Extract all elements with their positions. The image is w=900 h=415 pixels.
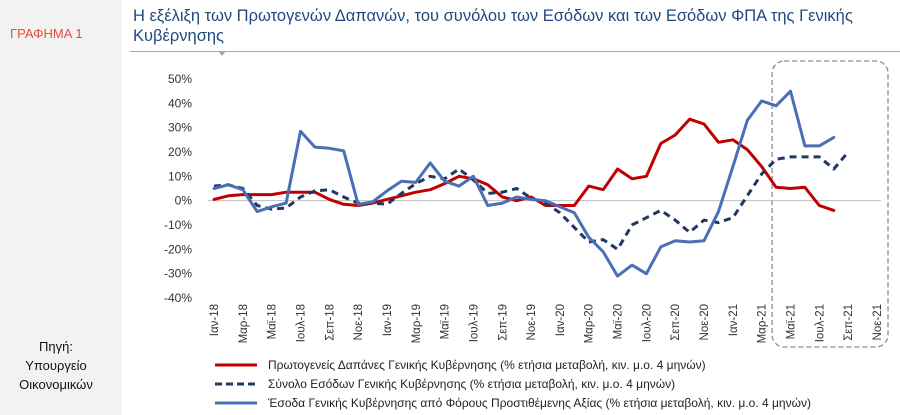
side-panel: ΓΡΑΦΗΜΑ 1 Πηγή: Υπουργείο Οικονομικών [0,0,122,415]
x-tick-label: Ιαν-19 [382,304,394,336]
legend-swatch-vat-revenue [215,401,257,404]
legend-swatch-total-revenue [215,382,257,385]
source-note: Πηγή: Υπουργείο Οικονομικών [0,337,112,394]
source-line: Οικονομικών [19,377,93,392]
legend-item: Πρωτογενείς Δαπάνες Γενικής Κυβέρνησης (… [215,355,895,374]
y-tick-label: 30% [168,121,192,135]
y-tick-label: -10% [164,218,192,232]
x-tick-label: Μαρ-20 [584,304,596,343]
x-tick-label: Νοε-21 [872,304,884,340]
source-line: Πηγή: [39,339,73,354]
x-tick-label: Ιουλ-20 [641,304,653,342]
legend-label: Έσοδα Γενικής Κυβέρνησης από Φόρους Προσ… [268,395,811,410]
x-tick-label: Ιαν-21 [728,304,740,336]
legend-item: Σύνολο Εσόδων Γενικής Κυβέρνησης (% ετήσ… [215,374,895,393]
x-tick-label: Ιαν-18 [209,304,221,336]
x-tick-label: Ιουλ-21 [814,304,826,342]
series-line-vat-revenue [212,89,836,278]
x-tick-label: Ιουλ-18 [295,304,307,342]
x-tick-label: Ιαν-20 [555,304,567,336]
x-tick-label: Σεπ-18 [324,304,336,341]
y-tick-label: 20% [168,145,192,159]
x-tick-label: Μαρ-21 [757,304,769,343]
y-tick-label: 10% [168,169,192,183]
chart-title: Η εξέλιξη των Πρωτογενών Δαπανών, του συ… [133,7,853,45]
x-tick-label: Μαρ-18 [238,304,250,343]
x-tick-label: Σεπ-21 [843,304,855,341]
x-tick-label: Μαϊ-19 [440,304,452,339]
x-tick-label: Ιουλ-19 [468,304,480,342]
x-tick-label: Σεπ-20 [670,304,682,341]
x-tick-label: Μαϊ-21 [786,304,798,339]
x-tick-label: Μαρ-19 [411,304,423,343]
x-tick-label: Νοε-18 [353,304,365,340]
y-tick-label: -20% [164,242,192,256]
y-tick-label: 40% [168,96,192,110]
y-tick-label: 50% [168,72,192,86]
title-divider [130,51,900,52]
legend-label: Σύνολο Εσόδων Γενικής Κυβέρνησης (% ετήσ… [268,376,676,391]
y-tick-label: -40% [164,291,192,305]
legend-label: Πρωτογενείς Δαπάνες Γενικής Κυβέρνησης (… [268,357,706,372]
title-notch [218,51,226,56]
series-line-total-revenue [213,151,850,251]
legend-swatch-primary-spending [215,363,257,366]
source-line: Υπουργείο [25,358,87,373]
highlight-box [771,60,889,348]
x-tick-label: Σεπ-19 [497,304,509,341]
x-tick-label: Νοε-20 [699,304,711,340]
figure-label: ΓΡΑΦΗΜΑ 1 [10,26,83,41]
legend-item: Έσοδα Γενικής Κυβέρνησης από Φόρους Προσ… [215,393,895,412]
y-tick-label: -30% [164,267,192,281]
x-tick-label: Μαϊ-18 [267,304,279,339]
legend: Πρωτογενείς Δαπάνες Γενικής Κυβέρνησης (… [215,355,895,412]
x-tick-label: Νοε-19 [526,304,538,340]
x-tick-label: Μαϊ-20 [613,304,625,339]
y-tick-label: 0% [175,194,193,208]
